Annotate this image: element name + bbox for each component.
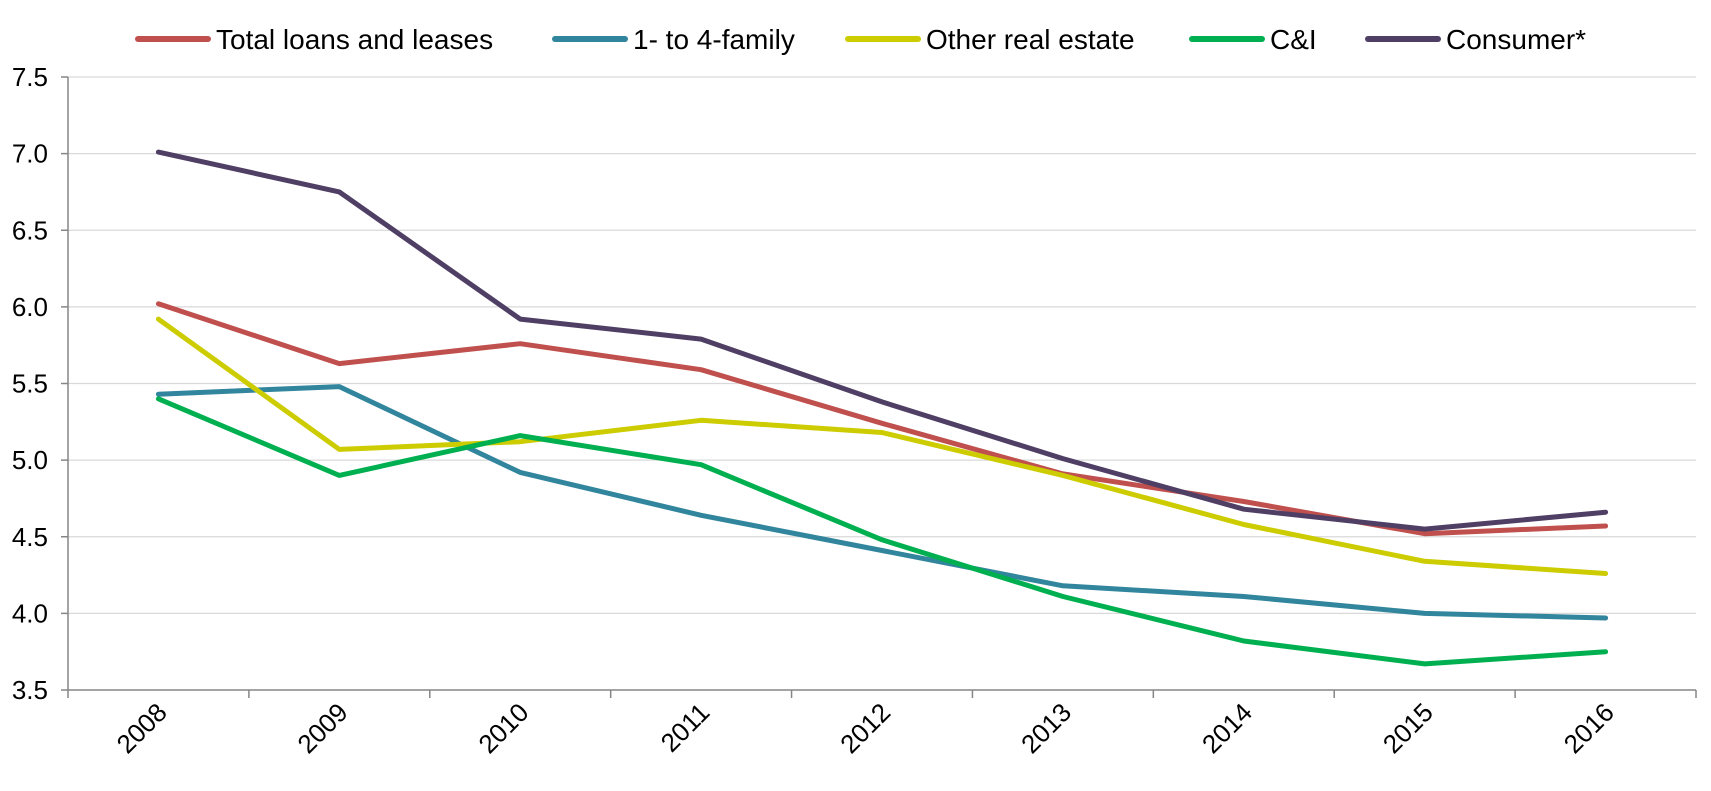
series-line-other-real-estate [155,316,1609,576]
legend-label-c-i: C&I [1270,24,1317,55]
y-tick-label: 3.5 [12,675,48,705]
x-tick-label: 2016 [1558,697,1620,759]
x-tick-label: 2008 [111,697,173,759]
x-tick-label: 2013 [1015,697,1077,759]
x-tick-label: 2012 [834,697,896,759]
x-tick-label: 2014 [1196,697,1258,759]
y-axis-tick-labels: 3.5 4.0 4.5 5.0 5.5 6.0 6.5 7.0 7.5 [12,62,48,705]
series-lines [155,149,1609,667]
y-tick-label: 4.5 [12,522,48,552]
legend: Total loans and leases 1- to 4-family Othe… [135,24,1586,55]
y-tick-label: 6.0 [12,292,48,322]
y-tick-label: 5.5 [12,369,48,399]
legend-label-1-to-4-family: 1- to 4-family [633,24,795,55]
series-line-1-to-4-family [155,384,1609,621]
series-line-c-i [155,396,1609,667]
y-tick-label: 7.5 [12,62,48,92]
legend-label-other-real-estate: Other real estate [926,24,1135,55]
legend-label-total-loans-and-leases: Total loans and leases [216,24,493,55]
y-tick-label: 5.0 [12,445,48,475]
x-axis-tick-labels: 2008 2009 2010 2011 2012 2013 2014 2015 2016 [111,697,1620,759]
x-tick-label: 2009 [291,697,353,759]
series-line-total-loans-and-leases [155,301,1609,537]
x-tick-label: 2010 [472,697,534,759]
x-tick-label: 2015 [1377,697,1439,759]
axes [61,76,1697,698]
x-tick-label: 2011 [655,697,716,758]
gridlines [68,76,1696,614]
series-line-consumer [155,149,1609,532]
legend-label-consumer: Consumer* [1446,24,1586,55]
y-tick-label: 6.5 [12,215,48,245]
y-tick-label: 4.0 [12,598,48,628]
y-tick-label: 7.0 [12,139,48,169]
